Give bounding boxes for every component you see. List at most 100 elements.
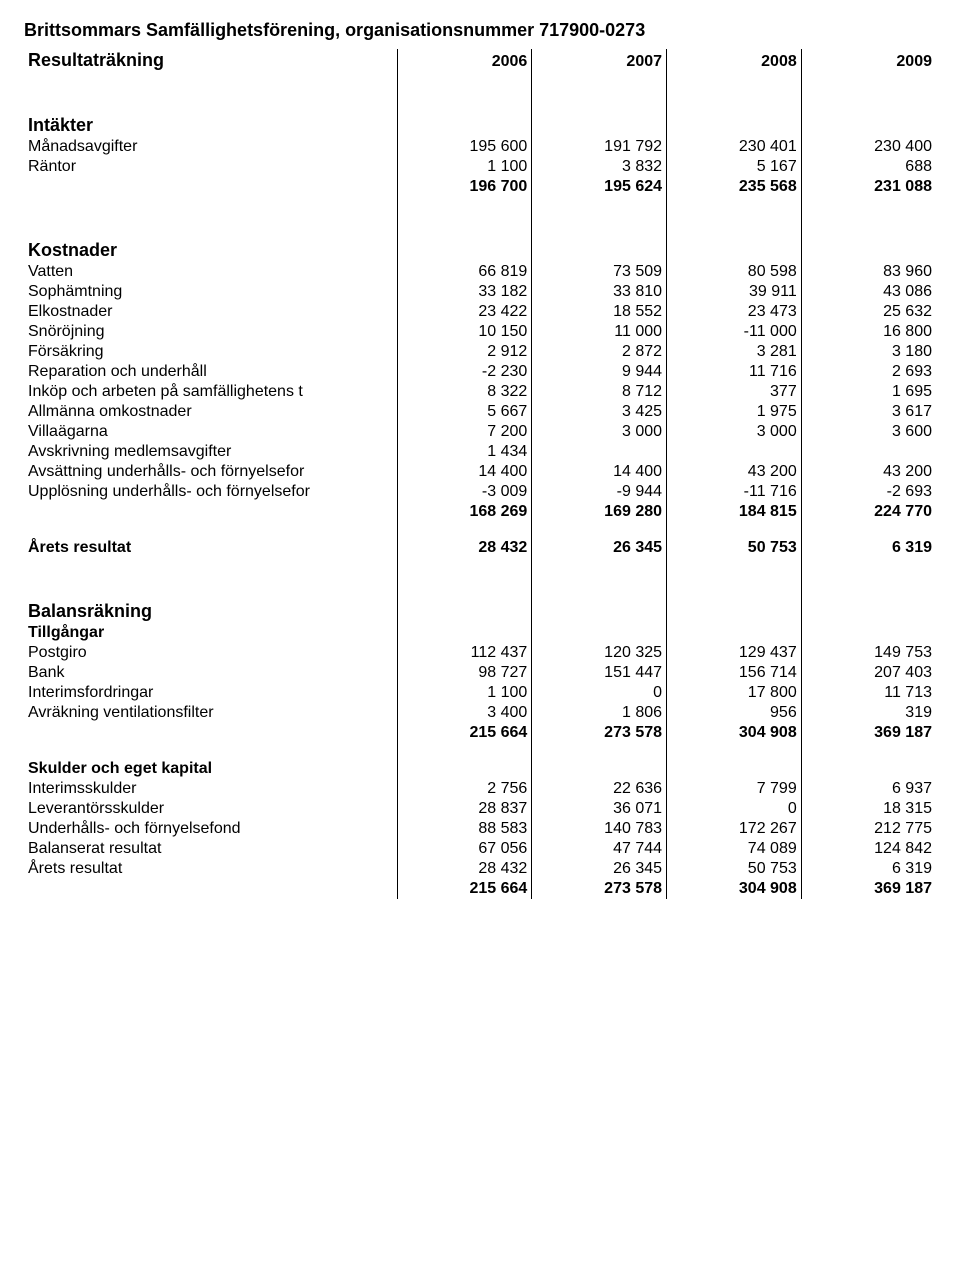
kostnader-val: 25 632 [801,302,936,322]
tillgangar-heading-row: Tillgångar [24,623,936,643]
skulder-heading-row: Skulder och eget kapital [24,759,936,779]
skulder-val: 140 783 [532,819,667,839]
tillgangar-label: Interimsfordringar [24,683,397,703]
skulder-row: Årets resultat28 43226 34550 7536 319 [24,859,936,879]
skulder-val: 50 753 [667,859,802,879]
arets-resultat-2: 50 753 [667,538,802,558]
kostnader-val: 33 182 [397,282,532,302]
kostnader-total-1: 169 280 [532,502,667,522]
kostnader-row: Villaägarna7 2003 0003 0003 600 [24,422,936,442]
kostnader-val: -11 000 [667,322,802,342]
skulder-label: Leverantörsskulder [24,799,397,819]
skulder-total-2: 304 908 [667,879,802,899]
skulder-label: Årets resultat [24,859,397,879]
kostnader-val: 3 000 [532,422,667,442]
skulder-val: 212 775 [801,819,936,839]
kostnader-row: Avskrivning medlemsavgifter1 434 [24,442,936,462]
skulder-val: 7 799 [667,779,802,799]
tillgangar-val: 0 [532,683,667,703]
kostnader-val: 10 150 [397,322,532,342]
balans-heading-row: Balansräkning [24,600,936,623]
skulder-val: 6 319 [801,859,936,879]
year-col-0: 2006 [397,49,532,72]
kostnader-val: -2 693 [801,482,936,502]
intakter-val: 5 167 [667,157,802,177]
kostnader-label: Villaägarna [24,422,397,442]
skulder-total-3: 369 187 [801,879,936,899]
kostnader-val: 83 960 [801,262,936,282]
skulder-row: Interimsskulder2 75622 6367 7996 937 [24,779,936,799]
intakter-label: Räntor [24,157,397,177]
kostnader-val: 9 944 [532,362,667,382]
kostnader-label: Elkostnader [24,302,397,322]
intakter-val: 230 400 [801,137,936,157]
tillgangar-val: 129 437 [667,643,802,663]
tillgangar-val: 207 403 [801,663,936,683]
kostnader-total-0: 168 269 [397,502,532,522]
tillgangar-val: 151 447 [532,663,667,683]
document-title: Brittsommars Samfällighetsförening, orga… [24,20,936,41]
skulder-val: 2 756 [397,779,532,799]
kostnader-label: Snöröjning [24,322,397,342]
tillgangar-val: 956 [667,703,802,723]
skulder-val: 124 842 [801,839,936,859]
intakter-total-3: 231 088 [801,177,936,197]
tillgangar-val: 120 325 [532,643,667,663]
kostnader-row: Elkostnader23 42218 55223 47325 632 [24,302,936,322]
kostnader-val: 7 200 [397,422,532,442]
kostnader-val: 2 872 [532,342,667,362]
skulder-val: 36 071 [532,799,667,819]
kostnader-val: 3 281 [667,342,802,362]
tillgangar-row: Avräkning ventilationsfilter3 4001 80695… [24,703,936,723]
kostnader-row: Vatten66 81973 50980 59883 960 [24,262,936,282]
arets-resultat-1: 26 345 [532,538,667,558]
arets-resultat-0: 28 432 [397,538,532,558]
kostnader-val: 80 598 [667,262,802,282]
kostnader-row: Allmänna omkostnader5 6673 4251 9753 617 [24,402,936,422]
kostnader-val: -9 944 [532,482,667,502]
kostnader-label: Sophämtning [24,282,397,302]
skulder-val: 26 345 [532,859,667,879]
kostnader-val: 2 693 [801,362,936,382]
kostnader-val: 8 712 [532,382,667,402]
kostnader-val: 39 911 [667,282,802,302]
kostnader-val: 1 434 [397,442,532,462]
tillgangar-val: 149 753 [801,643,936,663]
intakter-row: Månadsavgifter195 600191 792230 401230 4… [24,137,936,157]
tillgangar-val: 112 437 [397,643,532,663]
skulder-total-row: 215 664 273 578 304 908 369 187 [24,879,936,899]
intakter-val: 230 401 [667,137,802,157]
kostnader-val: 23 422 [397,302,532,322]
tillgangar-total-1: 273 578 [532,723,667,743]
intakter-val: 1 100 [397,157,532,177]
kostnader-val: 1 975 [667,402,802,422]
skulder-row: Balanserat resultat67 05647 74474 089124… [24,839,936,859]
kostnader-val: 3 180 [801,342,936,362]
kostnader-val: 3 600 [801,422,936,442]
year-col-1: 2007 [532,49,667,72]
skulder-val: 6 937 [801,779,936,799]
tillgangar-val: 98 727 [397,663,532,683]
arets-resultat-label: Årets resultat [24,538,397,558]
tillgangar-val: 319 [801,703,936,723]
kostnader-val: 14 400 [532,462,667,482]
intakter-heading: Intäkter [24,114,397,137]
intakter-val: 3 832 [532,157,667,177]
intakter-val: 688 [801,157,936,177]
kostnader-val [801,442,936,462]
skulder-row: Leverantörsskulder28 83736 071018 315 [24,799,936,819]
intakter-total-1: 195 624 [532,177,667,197]
skulder-val: 28 432 [397,859,532,879]
kostnader-val: 8 322 [397,382,532,402]
intakter-total-2: 235 568 [667,177,802,197]
kostnader-val: 3 617 [801,402,936,422]
tillgangar-val: 156 714 [667,663,802,683]
tillgangar-total-2: 304 908 [667,723,802,743]
kostnader-row: Försäkring2 9122 8723 2813 180 [24,342,936,362]
intakter-val: 191 792 [532,137,667,157]
financial-table: Resultaträkning 2006 2007 2008 2009 Intä… [24,49,936,899]
kostnader-val: -11 716 [667,482,802,502]
resultat-heading: Resultaträkning [24,49,397,72]
tillgangar-val: 17 800 [667,683,802,703]
kostnader-total-2: 184 815 [667,502,802,522]
